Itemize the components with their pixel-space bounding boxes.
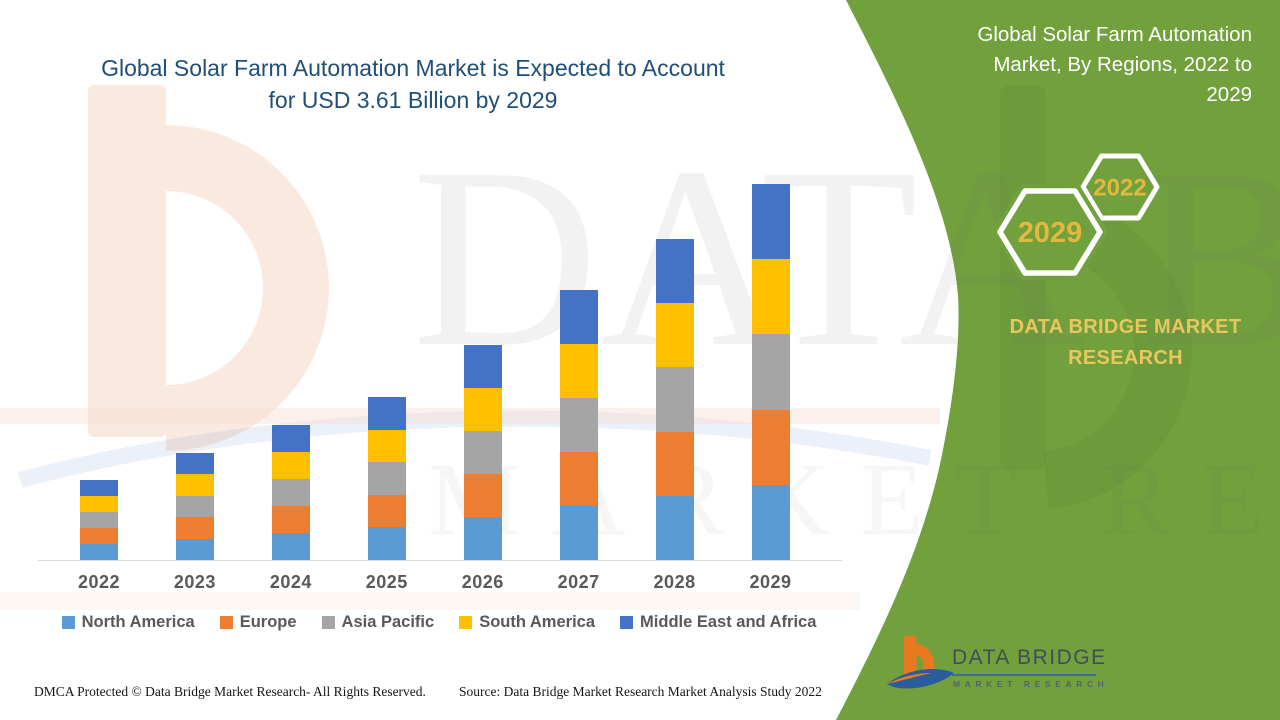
legend-label: North America: [81, 613, 195, 631]
bar-segment-2022-europe: [80, 527, 118, 544]
bar-segment-2029-europe: [751, 409, 790, 485]
bar-segment-2025-europe: [367, 494, 406, 528]
bar-segment-2028-south-america: [655, 303, 694, 368]
logo-swoosh-accent: [887, 673, 932, 684]
bar-segment-2023-asia-pacific: [175, 495, 214, 518]
bar-segment-2025-asia-pacific: [367, 462, 406, 495]
x-axis-label-2029: 2029: [749, 572, 792, 592]
green-panel-shape: [836, 0, 1280, 720]
logo-b-stem: [904, 636, 917, 682]
x-axis-label-2028: 2028: [653, 572, 696, 592]
panel-heading: Global Solar Farm Automation Market, By …: [880, 20, 1252, 110]
footer-logo-rule: [952, 674, 1096, 676]
hexagon-2022-label: 2022: [1093, 175, 1146, 202]
bar-segment-2029-asia-pacific: [751, 334, 790, 410]
hexagon-badges: 2022 2029: [993, 153, 1160, 280]
x-axis-label-2027: 2027: [557, 572, 600, 592]
legend-label: Middle East and Africa: [640, 613, 817, 631]
legend-item-north-america: North America: [61, 613, 195, 632]
x-axis-label-2023: 2023: [173, 572, 216, 592]
legend-item-middle-east-and-africa: Middle East and Africa: [620, 613, 816, 632]
bar-segment-2022-south-america: [80, 495, 118, 512]
legend-item-europe: Europe: [219, 613, 297, 632]
bar-segment-2026-middle-east-and-africa: [463, 345, 502, 389]
footer-source-text: Source: Data Bridge Market Research Mark…: [459, 684, 822, 699]
x-axis-label-2024: 2024: [269, 572, 312, 592]
bar-segment-2028-europe: [655, 431, 694, 496]
bar-segment-2027-europe: [559, 452, 598, 507]
bar-segment-2022-middle-east-and-africa: [80, 479, 118, 496]
legend-label: Asia Pacific: [341, 613, 435, 631]
bar-segment-2027-asia-pacific: [559, 398, 598, 453]
watermark-pink-band-lower: [0, 592, 860, 610]
bar-segment-2023-middle-east-and-africa: [175, 452, 214, 475]
footer-dmca-text: DMCA Protected © Data Bridge Market Rese…: [34, 684, 426, 699]
panel-heading-line2: Market, By Regions, 2022 to: [993, 53, 1252, 76]
bar-segment-2028-north-america: [655, 495, 694, 560]
databridge-logo-icon: [887, 636, 954, 689]
x-axis-line: [38, 560, 842, 561]
bar-segment-2029-north-america: [751, 484, 790, 560]
chart-title: Global Solar Farm Automation Market is E…: [55, 52, 771, 116]
chart-legend: North America Europe Asia Pacific South Ame…: [40, 613, 838, 632]
x-axis-label-2022: 2022: [77, 572, 121, 592]
bar-segment-2025-north-america: [367, 527, 406, 560]
hexagon-2022: [1080, 153, 1160, 221]
footer-logo-subtitle: MARKET RESEARCH: [953, 679, 1109, 689]
legend-swatch-icon: [321, 616, 335, 629]
bar-segment-2024-europe: [271, 505, 310, 533]
bar-segment-2026-south-america: [463, 388, 502, 432]
legend-item-south-america: South America: [459, 613, 595, 632]
watermark-b-stem: [88, 85, 166, 437]
panel-heading-line1: Global Solar Farm Automation: [977, 23, 1252, 46]
chart-title-line1: Global Solar Farm Automation Market is E…: [101, 55, 725, 81]
logo-swoosh: [887, 668, 954, 689]
bar-segment-2027-south-america: [559, 344, 598, 399]
bar-segment-2025-middle-east-and-africa: [367, 397, 406, 430]
brand-wordmark: DATA BRIDGE MARKET RESEARCH: [1009, 316, 1242, 369]
footer-logo-name: DATA BRIDGE: [952, 646, 1107, 669]
bar-segment-2024-middle-east-and-africa: [271, 424, 310, 452]
bar-segment-2022-north-america: [80, 543, 118, 560]
bar-segment-2029-middle-east-and-africa: [751, 183, 790, 260]
bar-segment-2028-middle-east-and-africa: [655, 239, 694, 304]
bar-segment-2023-south-america: [175, 474, 214, 496]
panel-heading-line3: 2029: [1206, 83, 1252, 106]
bar-segment-2025-south-america: [367, 429, 406, 463]
bar-segment-2024-north-america: [271, 532, 310, 560]
hexagon-2029-label: 2029: [1018, 217, 1083, 249]
bar-segment-2026-europe: [463, 474, 502, 518]
bar-segment-2024-asia-pacific: [271, 478, 310, 506]
bar-segment-2027-middle-east-and-africa: [559, 290, 598, 345]
watermark-b-bowl: [165, 125, 329, 451]
bar-segment-2026-north-america: [463, 517, 502, 560]
legend-label: Europe: [239, 613, 297, 631]
bar-segment-2029-south-america: [751, 259, 790, 335]
bar-segment-2023-north-america: [175, 538, 214, 560]
bar-segment-2022-asia-pacific: [80, 511, 118, 528]
x-axis-label-2026: 2026: [461, 572, 504, 592]
legend-swatch-icon: [219, 616, 233, 629]
bar-segment-2027-north-america: [559, 506, 598, 560]
bar-segment-2026-asia-pacific: [463, 431, 502, 475]
legend-swatch-icon: [620, 616, 634, 629]
legend-label: South America: [479, 613, 596, 631]
legend-swatch-icon: [61, 616, 75, 629]
chart-title-line2: for USD 3.61 Billion by 2029: [268, 87, 558, 113]
bar-segment-2024-south-america: [271, 451, 310, 479]
hexagon-2029: [997, 188, 1103, 276]
bar-segment-2023-europe: [175, 517, 214, 539]
x-axis-label-2025: 2025: [365, 572, 408, 592]
legend-swatch-icon: [459, 616, 473, 629]
bar-segment-2028-asia-pacific: [655, 367, 694, 432]
legend-item-asia-pacific: Asia Pacific: [321, 613, 435, 632]
